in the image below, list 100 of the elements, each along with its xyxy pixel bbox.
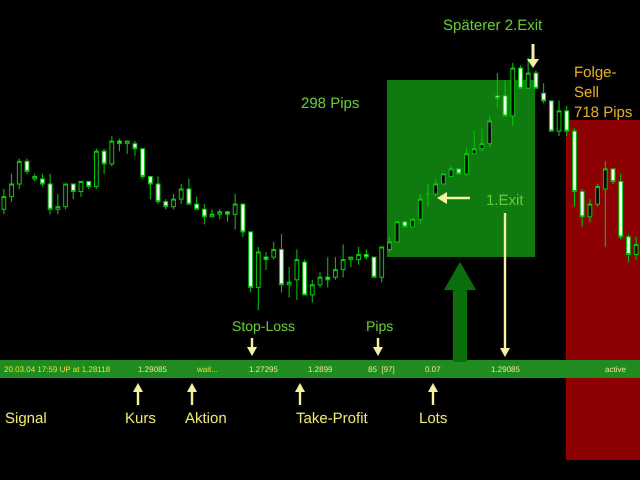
candlestick xyxy=(518,65,523,89)
candlestick xyxy=(618,173,624,240)
candlestick xyxy=(487,115,492,147)
candlestick xyxy=(364,249,369,260)
text: 20.03.04 17:59 UP at 1.28118 xyxy=(4,365,111,374)
candlestick xyxy=(302,259,307,296)
candlestick xyxy=(9,173,14,202)
candlestick xyxy=(480,128,484,152)
candlestick xyxy=(440,173,446,184)
candlestick xyxy=(279,234,284,293)
text: Lots xyxy=(419,410,448,427)
text: Signal xyxy=(5,410,47,427)
candlestick xyxy=(217,208,222,220)
candlestick xyxy=(325,256,330,288)
candlestick xyxy=(202,204,207,225)
annotation: 718 Pips xyxy=(574,104,632,121)
candlestick xyxy=(426,184,430,208)
text: Späterer 2.Exit xyxy=(443,17,544,34)
candlestick xyxy=(340,244,346,278)
text: 1.29085 xyxy=(491,365,520,374)
candlestick xyxy=(433,178,438,198)
candlestick xyxy=(564,105,570,137)
candlestick xyxy=(394,221,400,242)
text: Stop-Loss xyxy=(232,318,296,334)
text: 0.07 xyxy=(425,365,442,374)
candlestick xyxy=(402,221,408,228)
candlestick xyxy=(178,184,184,205)
text: 85 [97] xyxy=(368,365,395,374)
candlestick xyxy=(256,246,261,310)
candlestick xyxy=(534,70,538,89)
candlestick xyxy=(472,130,477,154)
candlestick xyxy=(587,198,592,222)
candlestick xyxy=(248,231,253,293)
candlestick xyxy=(610,168,616,184)
candlestick xyxy=(548,100,554,132)
text: Take-Profit xyxy=(296,410,369,427)
candlestick xyxy=(148,176,153,200)
candlestick xyxy=(156,176,160,205)
candlestick xyxy=(456,168,462,174)
text: 1.27295 xyxy=(249,365,278,374)
candlestick xyxy=(171,194,176,210)
candlestick xyxy=(109,136,114,167)
candlestick xyxy=(264,252,268,270)
candlestick xyxy=(124,140,130,154)
candlestick xyxy=(16,158,22,190)
text: 1.29085 xyxy=(138,365,168,374)
candlestick xyxy=(572,128,577,208)
text: active xyxy=(605,365,626,374)
candlestick xyxy=(387,236,392,253)
candlestick xyxy=(348,256,354,268)
annotation: 298 Pips xyxy=(301,95,360,112)
candlestick xyxy=(40,173,45,188)
candlestick xyxy=(333,256,338,280)
candlestick xyxy=(102,148,106,174)
candlestick xyxy=(602,160,608,248)
candlestick xyxy=(78,180,84,198)
candlestick xyxy=(494,72,500,109)
candlestick xyxy=(86,180,92,190)
annotation: Folge- xyxy=(574,64,617,81)
candlestick xyxy=(626,234,631,263)
candlestick xyxy=(240,204,246,238)
candlestick xyxy=(210,208,214,218)
text: Aktion xyxy=(185,410,227,427)
candlestick xyxy=(580,188,585,228)
candlestick xyxy=(24,158,30,174)
candlestick xyxy=(94,148,99,190)
candlestick xyxy=(55,194,60,215)
candlestick xyxy=(140,148,146,180)
candlestick xyxy=(286,266,292,298)
text: Pips xyxy=(366,318,394,334)
candlestick xyxy=(410,218,415,228)
annotation: 1.Exit xyxy=(486,192,524,209)
candlestick xyxy=(294,249,300,300)
text: 1.2899 xyxy=(308,365,334,374)
candlestick xyxy=(194,196,200,210)
candlestick xyxy=(356,246,361,266)
candlestick xyxy=(379,246,384,283)
candlestick xyxy=(418,194,423,225)
candlestick xyxy=(595,184,600,208)
candlestick xyxy=(32,173,38,182)
text: Kurs xyxy=(125,410,156,427)
candlestick xyxy=(271,241,276,260)
candlestick xyxy=(541,82,546,104)
candlestick xyxy=(48,173,53,215)
annotation: Sell xyxy=(574,84,600,101)
candlestick xyxy=(372,256,376,278)
candlestick xyxy=(510,62,516,127)
candlestick xyxy=(186,178,192,205)
candlestick xyxy=(225,211,230,222)
candlestick xyxy=(318,272,322,288)
candlestick xyxy=(232,194,238,230)
text: wait... xyxy=(196,365,218,374)
candlestick xyxy=(163,198,168,210)
candlestick xyxy=(310,279,315,303)
candlestick xyxy=(634,236,639,260)
candlestick xyxy=(464,148,469,177)
candlestick xyxy=(70,184,76,200)
candlestick xyxy=(502,80,508,116)
candlestick xyxy=(556,100,562,137)
candlestick xyxy=(448,166,454,177)
